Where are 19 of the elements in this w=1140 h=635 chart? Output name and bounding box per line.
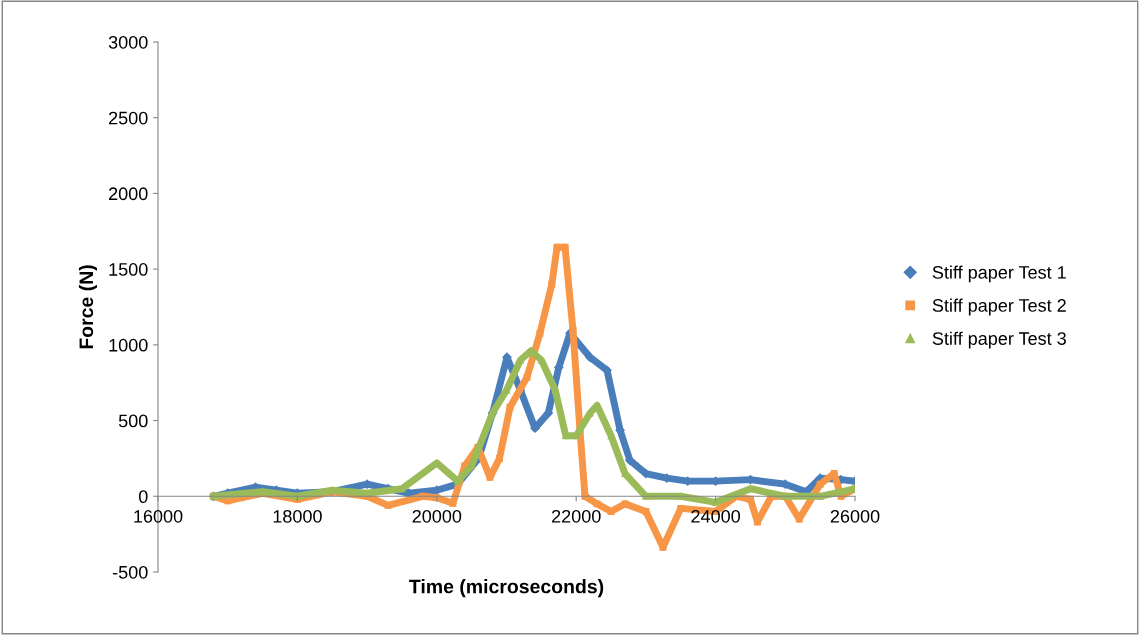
legend-label: Stiff paper Test 2 (932, 298, 1066, 316)
y-tick-label: 0 (138, 490, 148, 504)
x-tick-label: 24000 (691, 509, 740, 523)
y-tick-label: 3000 (108, 35, 148, 49)
x-tick-label: 26000 (830, 509, 880, 523)
y-tick-label: 2500 (109, 111, 148, 125)
y-tick-label: -500 (112, 565, 148, 579)
y-tick-label: 1000 (109, 338, 148, 352)
x-tick-label: 20000 (412, 509, 462, 523)
y-tick-label: 2000 (109, 187, 148, 201)
y-tick-label: 1500 (109, 263, 148, 276)
x-tick-label: 22000 (552, 509, 601, 523)
legend-label: Stiff paper Test 3 (932, 331, 1066, 349)
x-tick-label: 18000 (273, 509, 322, 523)
y-tick-label: 500 (118, 414, 148, 428)
legend-label: Stiff paper Test 1 (932, 265, 1066, 283)
x-axis-title: Time (microseconds) (409, 579, 604, 598)
y-axis-title: Force (N) (78, 265, 97, 349)
x-tick-label: 16000 (134, 509, 183, 523)
